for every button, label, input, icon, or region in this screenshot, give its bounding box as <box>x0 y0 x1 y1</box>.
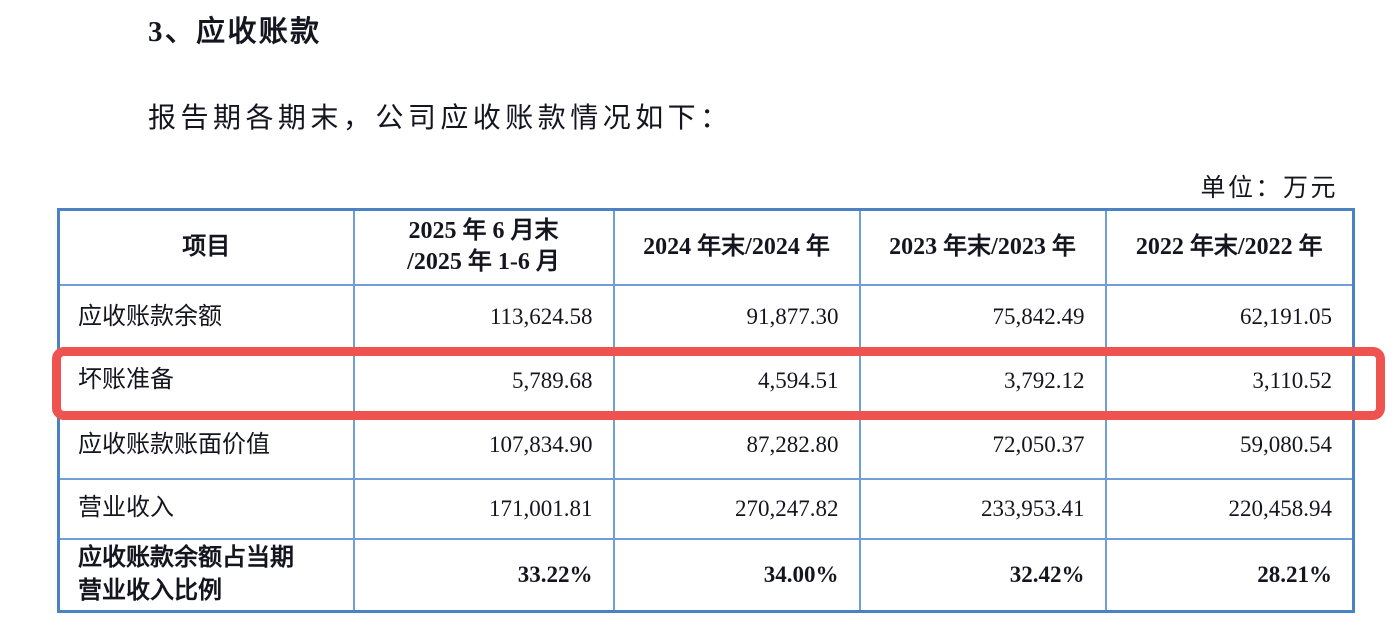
header-2023: 2023 年末/2023 年 <box>858 208 1107 286</box>
unit-label: 单位：万元 <box>1200 175 1338 202</box>
cell-value: 107,834.90 <box>352 410 615 480</box>
row-label: 营业收入 <box>57 477 355 540</box>
cell-value: 171,001.81 <box>352 477 615 540</box>
table-header-row: 项目 2025 年 6 月末/2025 年 1-6 月 2024 年末/2024… <box>57 208 1355 286</box>
header-2022: 2022 年末/2022 年 <box>1104 208 1355 286</box>
row-label: 应收账款账面价值 <box>57 410 355 480</box>
row-label: 应收账款余额占当期营业收入比例 <box>57 537 355 613</box>
cell-value: 32.42% <box>858 537 1107 613</box>
table-row-operating-revenue: 营业收入 171,001.81 270,247.82 233,953.41 22… <box>57 477 1355 540</box>
cell-value: 87,282.80 <box>612 410 861 480</box>
intro-paragraph: 报告期各期末，公司应收账款情况如下： <box>148 103 733 134</box>
header-2024: 2024 年末/2024 年 <box>612 208 861 286</box>
cell-value: 72,050.37 <box>858 410 1107 480</box>
cell-value: 113,624.58 <box>352 283 615 351</box>
cell-value: 270,247.82 <box>612 477 861 540</box>
section-title: 3、应收账款 <box>148 16 322 48</box>
header-item: 项目 <box>57 208 355 286</box>
header-2025-line2: /2025 年 1-6 月 <box>407 249 560 276</box>
table-row-receivable-balance: 应收账款余额 113,624.58 91,877.30 75,842.49 62… <box>57 283 1355 351</box>
table-row-bad-debt-provision: 坏账准备 5,789.68 4,594.51 3,792.12 3,110.52 <box>57 348 1355 413</box>
cell-value: 233,953.41 <box>858 477 1107 540</box>
row-label: 应收账款余额 <box>57 283 355 351</box>
cell-value: 220,458.94 <box>1104 477 1355 540</box>
cell-value: 3,110.52 <box>1104 348 1355 413</box>
table-row-receivable-to-revenue-ratio: 应收账款余额占当期营业收入比例 33.22% 34.00% 32.42% 28.… <box>57 537 1355 613</box>
cell-value: 91,877.30 <box>612 283 861 351</box>
cell-value: 62,191.05 <box>1104 283 1355 351</box>
cell-value: 33.22% <box>352 537 615 613</box>
header-2025: 2025 年 6 月末/2025 年 1-6 月 <box>352 208 615 286</box>
cell-value: 4,594.51 <box>612 348 861 413</box>
row-label: 坏账准备 <box>57 348 355 413</box>
cell-value: 75,842.49 <box>858 283 1107 351</box>
cell-value: 5,789.68 <box>352 348 615 413</box>
cell-value: 59,080.54 <box>1104 410 1355 480</box>
cell-value: 28.21% <box>1104 537 1355 613</box>
cell-value: 34.00% <box>612 537 861 613</box>
receivables-table: 项目 2025 年 6 月末/2025 年 1-6 月 2024 年末/2024… <box>57 208 1355 613</box>
table-row-receivable-book-value: 应收账款账面价值 107,834.90 87,282.80 72,050.37 … <box>57 410 1355 480</box>
cell-value: 3,792.12 <box>858 348 1107 413</box>
header-2025-line1: 2025 年 6 月末 <box>408 218 559 245</box>
